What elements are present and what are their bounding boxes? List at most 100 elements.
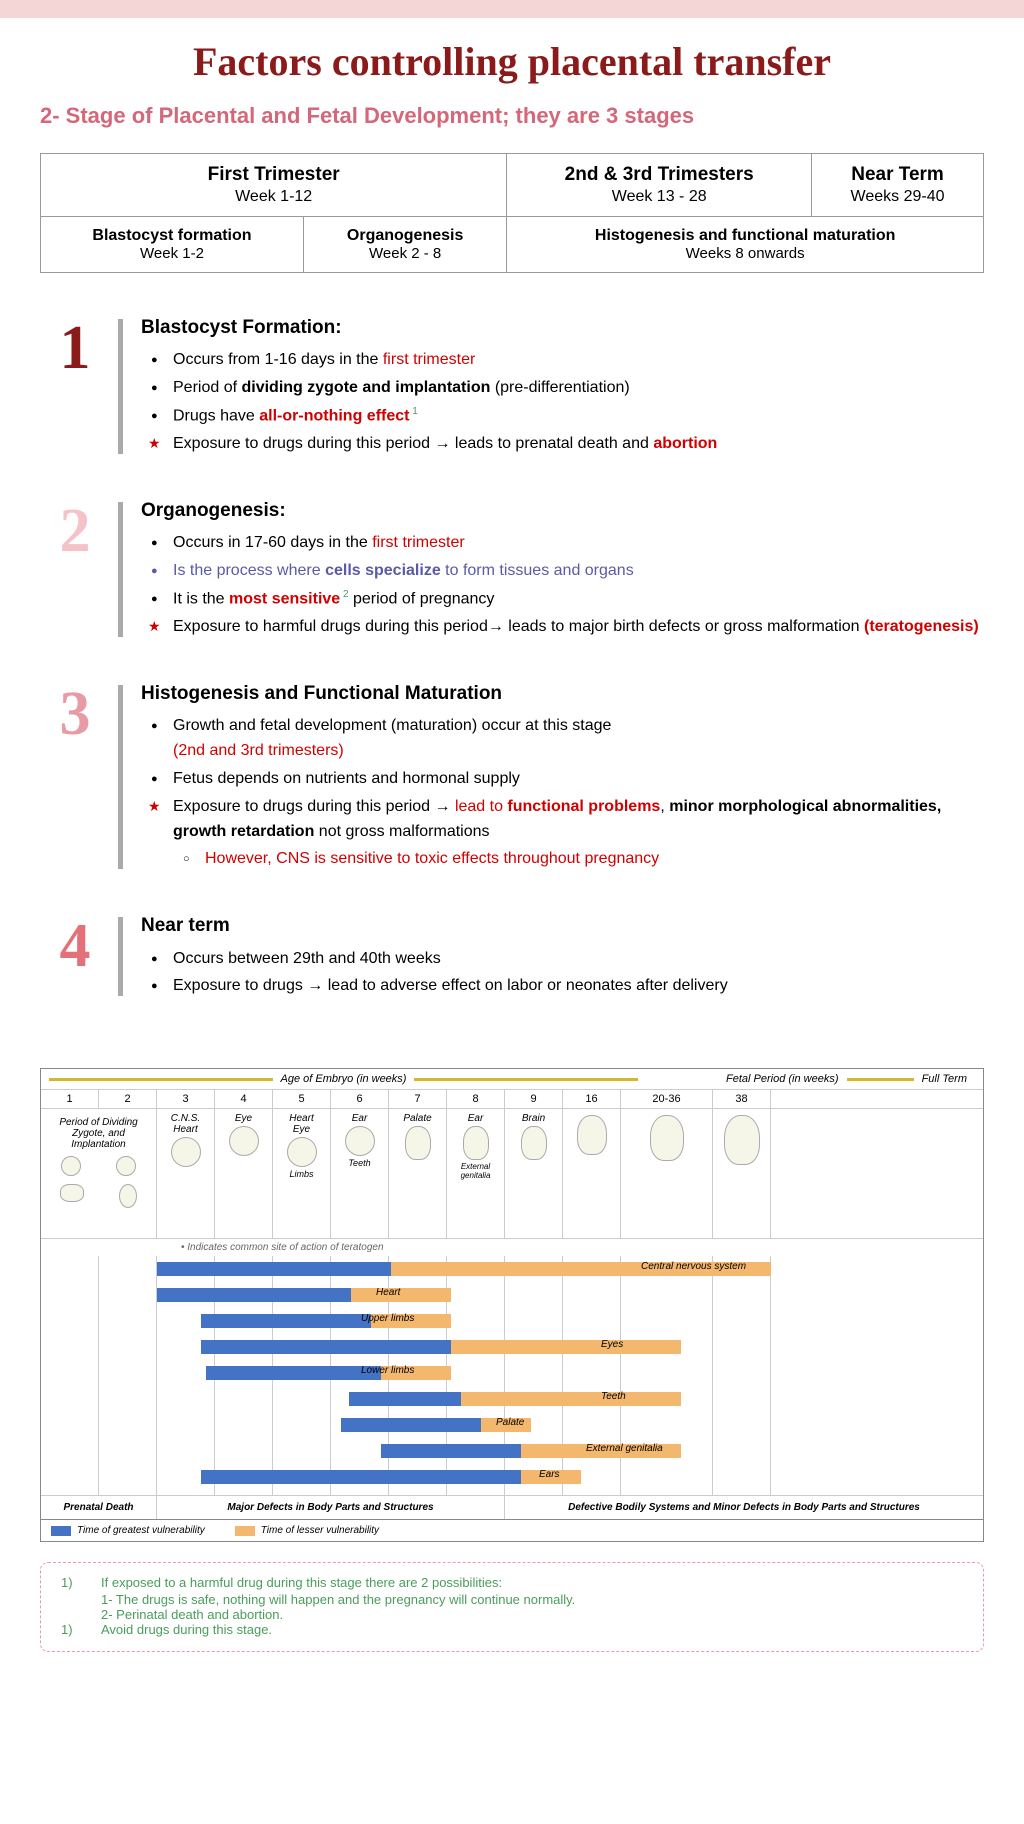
bar-label: Ears — [539, 1469, 560, 1480]
minor-defects-label: Defective Bodily Systems and Minor Defec… — [505, 1496, 983, 1519]
bar-orange — [451, 1340, 681, 1354]
embryo-cell: EarTeeth — [331, 1109, 389, 1238]
cell-blastocyst: Blastocyst formation Week 1-2 — [41, 217, 304, 273]
section-divider — [118, 319, 123, 454]
footnote-num: 1) — [61, 1622, 101, 1637]
bullet-star: Exposure to drugs during this period → l… — [173, 432, 984, 457]
bar-blue — [201, 1470, 521, 1484]
embryo-cell: Period of Dividing Zygote, and Implantat… — [41, 1109, 157, 1238]
embryo-illustrations-row: Period of Dividing Zygote, and Implantat… — [41, 1109, 983, 1239]
bullet: Growth and fetal development (maturation… — [173, 714, 984, 764]
chart-top-labels: Age of Embryo (in weeks) Fetal Period (i… — [41, 1069, 983, 1090]
week-cell: 2 — [99, 1090, 157, 1108]
cell-organogenesis: Organogenesis Week 2 - 8 — [303, 217, 506, 273]
bullet: Occurs between 29th and 40th weeks — [173, 947, 984, 972]
footnotes-box: 1)If exposed to a harmful drug during th… — [40, 1562, 984, 1652]
vulnerability-bars: Central nervous system Heart Upper limbs Ey… — [41, 1256, 983, 1496]
prenatal-death-label: Prenatal Death — [41, 1496, 157, 1519]
week-cell: 3 — [157, 1090, 215, 1108]
embryo-cell: Eye — [215, 1109, 273, 1238]
embryo-cell: HeartEyeLimbs — [273, 1109, 331, 1238]
section-organogenesis: 2 Organogenesis: Occurs in 17-60 days in… — [40, 496, 984, 643]
cell-first-trimester: First Trimester Week 1-12 — [41, 154, 507, 217]
week-cell: 6 — [331, 1090, 389, 1108]
section-blastocyst: 1 Blastocyst Formation: Occurs from 1-16… — [40, 313, 984, 460]
section-divider — [118, 685, 123, 869]
fetal-label: Fetal Period (in weeks) — [718, 1073, 847, 1085]
major-defects-label: Major Defects in Body Parts and Structur… — [157, 1496, 505, 1519]
age-label: Age of Embryo (in weeks) — [273, 1073, 415, 1085]
week-cell: 7 — [389, 1090, 447, 1108]
legend-orange: Time of lesser vulnerability — [235, 1525, 379, 1536]
footnote-num: 1) — [61, 1575, 101, 1590]
bar-blue — [201, 1340, 451, 1354]
bar-blue — [157, 1288, 351, 1302]
blue-swatch — [51, 1526, 71, 1536]
section-title: Blastocyst Formation: — [141, 313, 984, 342]
bullet-star: Exposure to drugs during this period → l… — [173, 795, 984, 845]
bar-label: Palate — [496, 1417, 524, 1428]
chart-bottom-labels: Prenatal Death Major Defects in Body Par… — [41, 1496, 983, 1520]
chart-legend: Time of greatest vulnerability Time of l… — [41, 1520, 983, 1541]
bar-orange — [461, 1392, 681, 1406]
footnote-text: 2- Perinatal death and abortion. — [61, 1607, 963, 1622]
section-number-4: 4 — [40, 911, 110, 1002]
bullet: Is the process where cells specialize to… — [173, 559, 984, 584]
section-title: Histogenesis and Functional Maturation — [141, 679, 984, 708]
week-cell: 4 — [215, 1090, 273, 1108]
footnote-text: If exposed to a harmful drug during this… — [101, 1575, 502, 1590]
bar-label: Heart — [376, 1287, 400, 1298]
bar-orange — [351, 1288, 451, 1302]
week-numbers-row: 1234567891620-3638 — [41, 1090, 983, 1109]
bar-label: Lower limbs — [361, 1365, 414, 1376]
cell-2nd-3rd-trimesters: 2nd & 3rd Trimesters Week 13 - 28 — [507, 154, 812, 217]
bullet: It is the most sensitive 2 period of pre… — [173, 587, 984, 612]
bullet: Occurs from 1-16 days in the first trime… — [173, 348, 984, 373]
bar-label: Teeth — [601, 1391, 626, 1402]
embryo-cell: Palate — [389, 1109, 447, 1238]
main-title: Factors controlling placental transfer — [40, 38, 984, 85]
embryo-cell: Brain — [505, 1109, 563, 1238]
bar-blue — [349, 1392, 461, 1406]
orange-swatch — [235, 1526, 255, 1536]
bar-label: Eyes — [601, 1339, 623, 1350]
bullet-star: Exposure to harmful drugs during this pe… — [173, 615, 984, 640]
bullet: Drugs have all-or-nothing effect 1 — [173, 404, 984, 429]
legend-blue: Time of greatest vulnerability — [51, 1525, 205, 1536]
section-title: Near term — [141, 911, 984, 940]
section-histogenesis: 3 Histogenesis and Functional Maturation… — [40, 679, 984, 875]
section-divider — [118, 502, 123, 637]
section-number-2: 2 — [40, 496, 110, 643]
section-near-term: 4 Near term Occurs between 29th and 40th… — [40, 911, 984, 1002]
sub-bullet: However, CNS is sensitive to toxic effec… — [205, 847, 984, 872]
week-cell: 38 — [713, 1090, 771, 1108]
bar-blue — [201, 1314, 371, 1328]
sub-title: 2- Stage of Placental and Fetal Developm… — [40, 103, 984, 129]
footnote-text: Avoid drugs during this stage. — [101, 1622, 272, 1637]
week-cell: 8 — [447, 1090, 505, 1108]
footnote-text: 1- The drugs is safe, nothing will happe… — [61, 1592, 963, 1607]
section-number-1: 1 — [40, 313, 110, 460]
bar-blue — [206, 1366, 381, 1380]
bar-blue — [341, 1418, 481, 1432]
teratogen-indicator: • Indicates common site of action of ter… — [41, 1239, 983, 1256]
cell-near-term: Near Term Weeks 29-40 — [812, 154, 984, 217]
embryo-cell: C.N.S.Heart — [157, 1109, 215, 1238]
week-cell: 16 — [563, 1090, 621, 1108]
bar-label: Upper limbs — [361, 1313, 414, 1324]
week-cell: 9 — [505, 1090, 563, 1108]
embryo-cell: EarExternal genitalia — [447, 1109, 505, 1238]
bullet: Period of dividing zygote and implantati… — [173, 376, 984, 401]
top-accent-bar — [0, 0, 1024, 18]
week-cell: 20-36 — [621, 1090, 713, 1108]
bar-label: Central nervous system — [641, 1261, 746, 1272]
section-number-3: 3 — [40, 679, 110, 875]
fullterm-label: Full Term — [914, 1073, 975, 1085]
trimester-table: First Trimester Week 1-12 2nd & 3rd Trim… — [40, 153, 984, 273]
bullet: Occurs in 17-60 days in the first trimes… — [173, 531, 984, 556]
bar-label: External genitalia — [586, 1443, 663, 1454]
cell-histogenesis: Histogenesis and functional maturation W… — [507, 217, 984, 273]
section-divider — [118, 917, 123, 996]
section-title: Organogenesis: — [141, 496, 984, 525]
bullet: Fetus depends on nutrients and hormonal … — [173, 767, 984, 792]
